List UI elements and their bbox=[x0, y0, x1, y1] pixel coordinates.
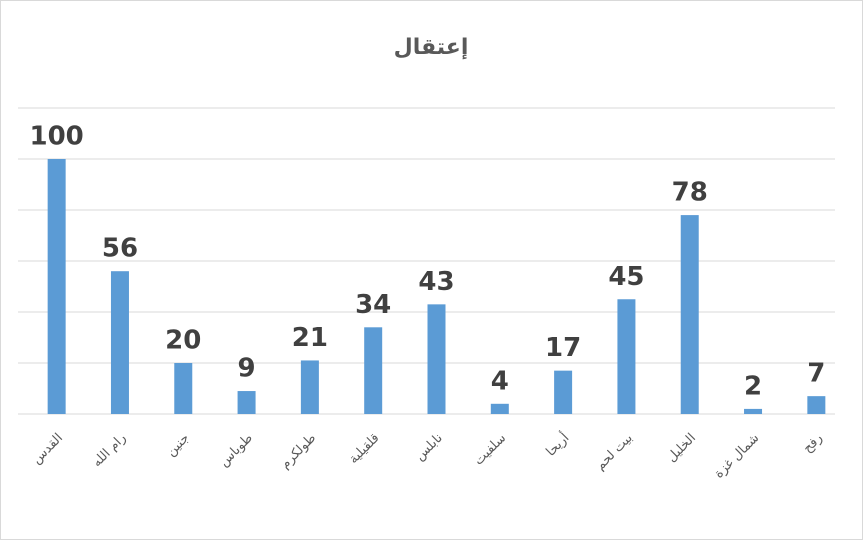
data-label: 4 bbox=[491, 366, 509, 396]
data-label: 7 bbox=[807, 359, 825, 389]
bar bbox=[300, 360, 319, 414]
bar bbox=[47, 159, 66, 414]
bar bbox=[364, 327, 383, 414]
data-label: 43 bbox=[418, 267, 454, 297]
data-label: 45 bbox=[608, 262, 644, 292]
data-label: 17 bbox=[545, 333, 581, 363]
data-label: 9 bbox=[238, 354, 256, 384]
data-label: 56 bbox=[102, 234, 138, 264]
bar bbox=[110, 271, 129, 414]
bar bbox=[174, 363, 193, 414]
bar bbox=[744, 408, 763, 414]
data-label: 34 bbox=[355, 290, 391, 320]
data-label: 2 bbox=[744, 371, 762, 401]
data-label: 20 bbox=[165, 326, 201, 356]
bar bbox=[807, 396, 826, 414]
bar bbox=[617, 299, 636, 414]
bar bbox=[680, 215, 699, 414]
bar bbox=[237, 391, 256, 414]
bar bbox=[554, 370, 573, 414]
data-label: 100 bbox=[30, 122, 84, 152]
bar bbox=[427, 304, 446, 414]
bar bbox=[490, 403, 509, 414]
data-label: 78 bbox=[672, 178, 708, 208]
data-label: 21 bbox=[292, 323, 328, 353]
chart-title: إعتقال bbox=[394, 35, 469, 60]
